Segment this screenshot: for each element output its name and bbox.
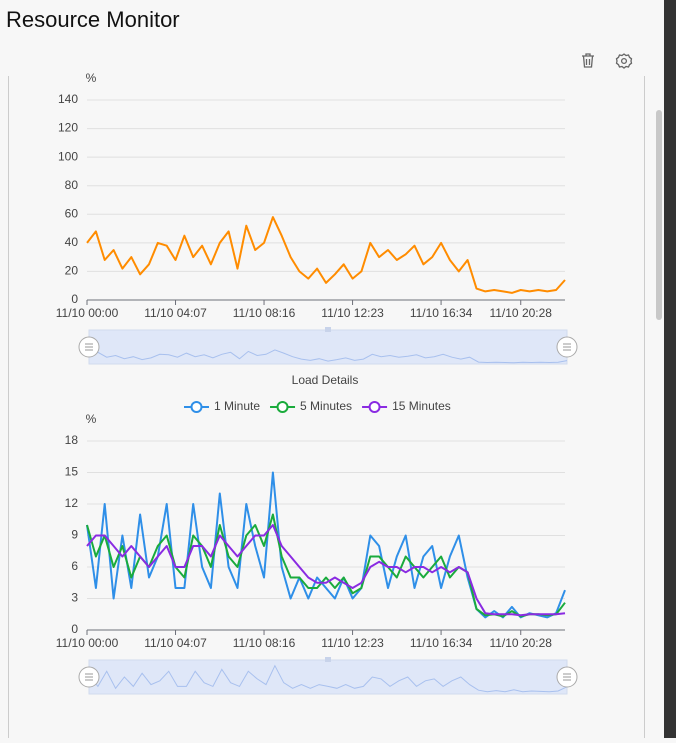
y-tick-label: 140 [58,92,78,106]
y-tick-label: 12 [65,496,79,510]
y-tick-label: 6 [71,559,78,573]
x-tick-label: 11/10 20:28 [489,636,552,650]
gear-icon [615,53,633,69]
y-tick-label: 20 [65,264,79,278]
y-tick-label: 40 [65,235,79,249]
x-tick-label: 11/10 12:23 [321,636,384,650]
background [0,0,664,738]
x-tick-label: 11/10 16:34 [410,306,473,320]
chart-title: Load Details [292,373,359,387]
x-tick-label: 11/10 08:16 [233,306,296,320]
y-axis-label: % [86,412,97,426]
x-tick-label: 11/10 20:28 [489,306,552,320]
legend-label: 5 Minutes [300,399,352,413]
zoom-slider[interactable] [88,659,568,695]
delete-button[interactable] [575,48,601,74]
x-tick-label: 11/10 16:34 [410,636,473,650]
zoom-slider[interactable] [88,329,568,365]
series-line [86,471,566,619]
x-tick-label: 11/10 08:16 [233,636,296,650]
page-title: Resource Monitor [6,7,180,32]
y-tick-label: 0 [71,292,78,306]
y-tick-label: 60 [65,206,79,220]
trash-icon [582,53,594,68]
x-tick-label: 11/10 00:00 [56,306,119,320]
y-tick-label: 120 [58,121,78,135]
zoom-handle-grip [563,673,571,681]
delete-hit[interactable] [575,48,601,74]
x-tick-label: 11/10 04:07 [144,306,207,320]
legend-label: 15 Minutes [392,399,451,413]
zoom-grip [325,657,331,662]
x-tick-label: 11/10 04:07 [144,636,207,650]
x-tick-label: 11/10 12:23 [321,306,384,320]
legend-marker [276,401,289,413]
series-line [86,524,566,617]
y-tick-label: 100 [58,149,78,163]
zoom-handle-grip [85,673,93,681]
zoom-handle-grip [563,343,571,351]
y-tick-label: 0 [71,622,78,636]
y-axis-label: % [86,71,97,85]
legend-marker [190,401,203,413]
window-edge [664,0,676,738]
legend-label: 1 Minute [214,399,260,413]
zoom-overview [88,664,568,693]
settings-hit[interactable] [611,48,637,74]
x-tick-label: 11/10 00:00 [56,636,119,650]
legend-marker [368,401,381,413]
zoom-overview [88,349,568,364]
y-tick-label: 15 [65,465,79,479]
series-line [86,513,566,618]
gear-center [620,57,628,65]
series-line [86,216,566,294]
y-tick-label: 9 [71,528,78,542]
zoom-handle-grip [85,343,93,351]
y-tick-label: 18 [65,433,79,447]
y-tick-label: 3 [71,591,78,605]
scrollbar-thumb[interactable] [656,110,662,320]
y-tick-label: 80 [65,178,79,192]
zoom-grip [325,327,331,332]
settings-button[interactable] [611,48,637,74]
